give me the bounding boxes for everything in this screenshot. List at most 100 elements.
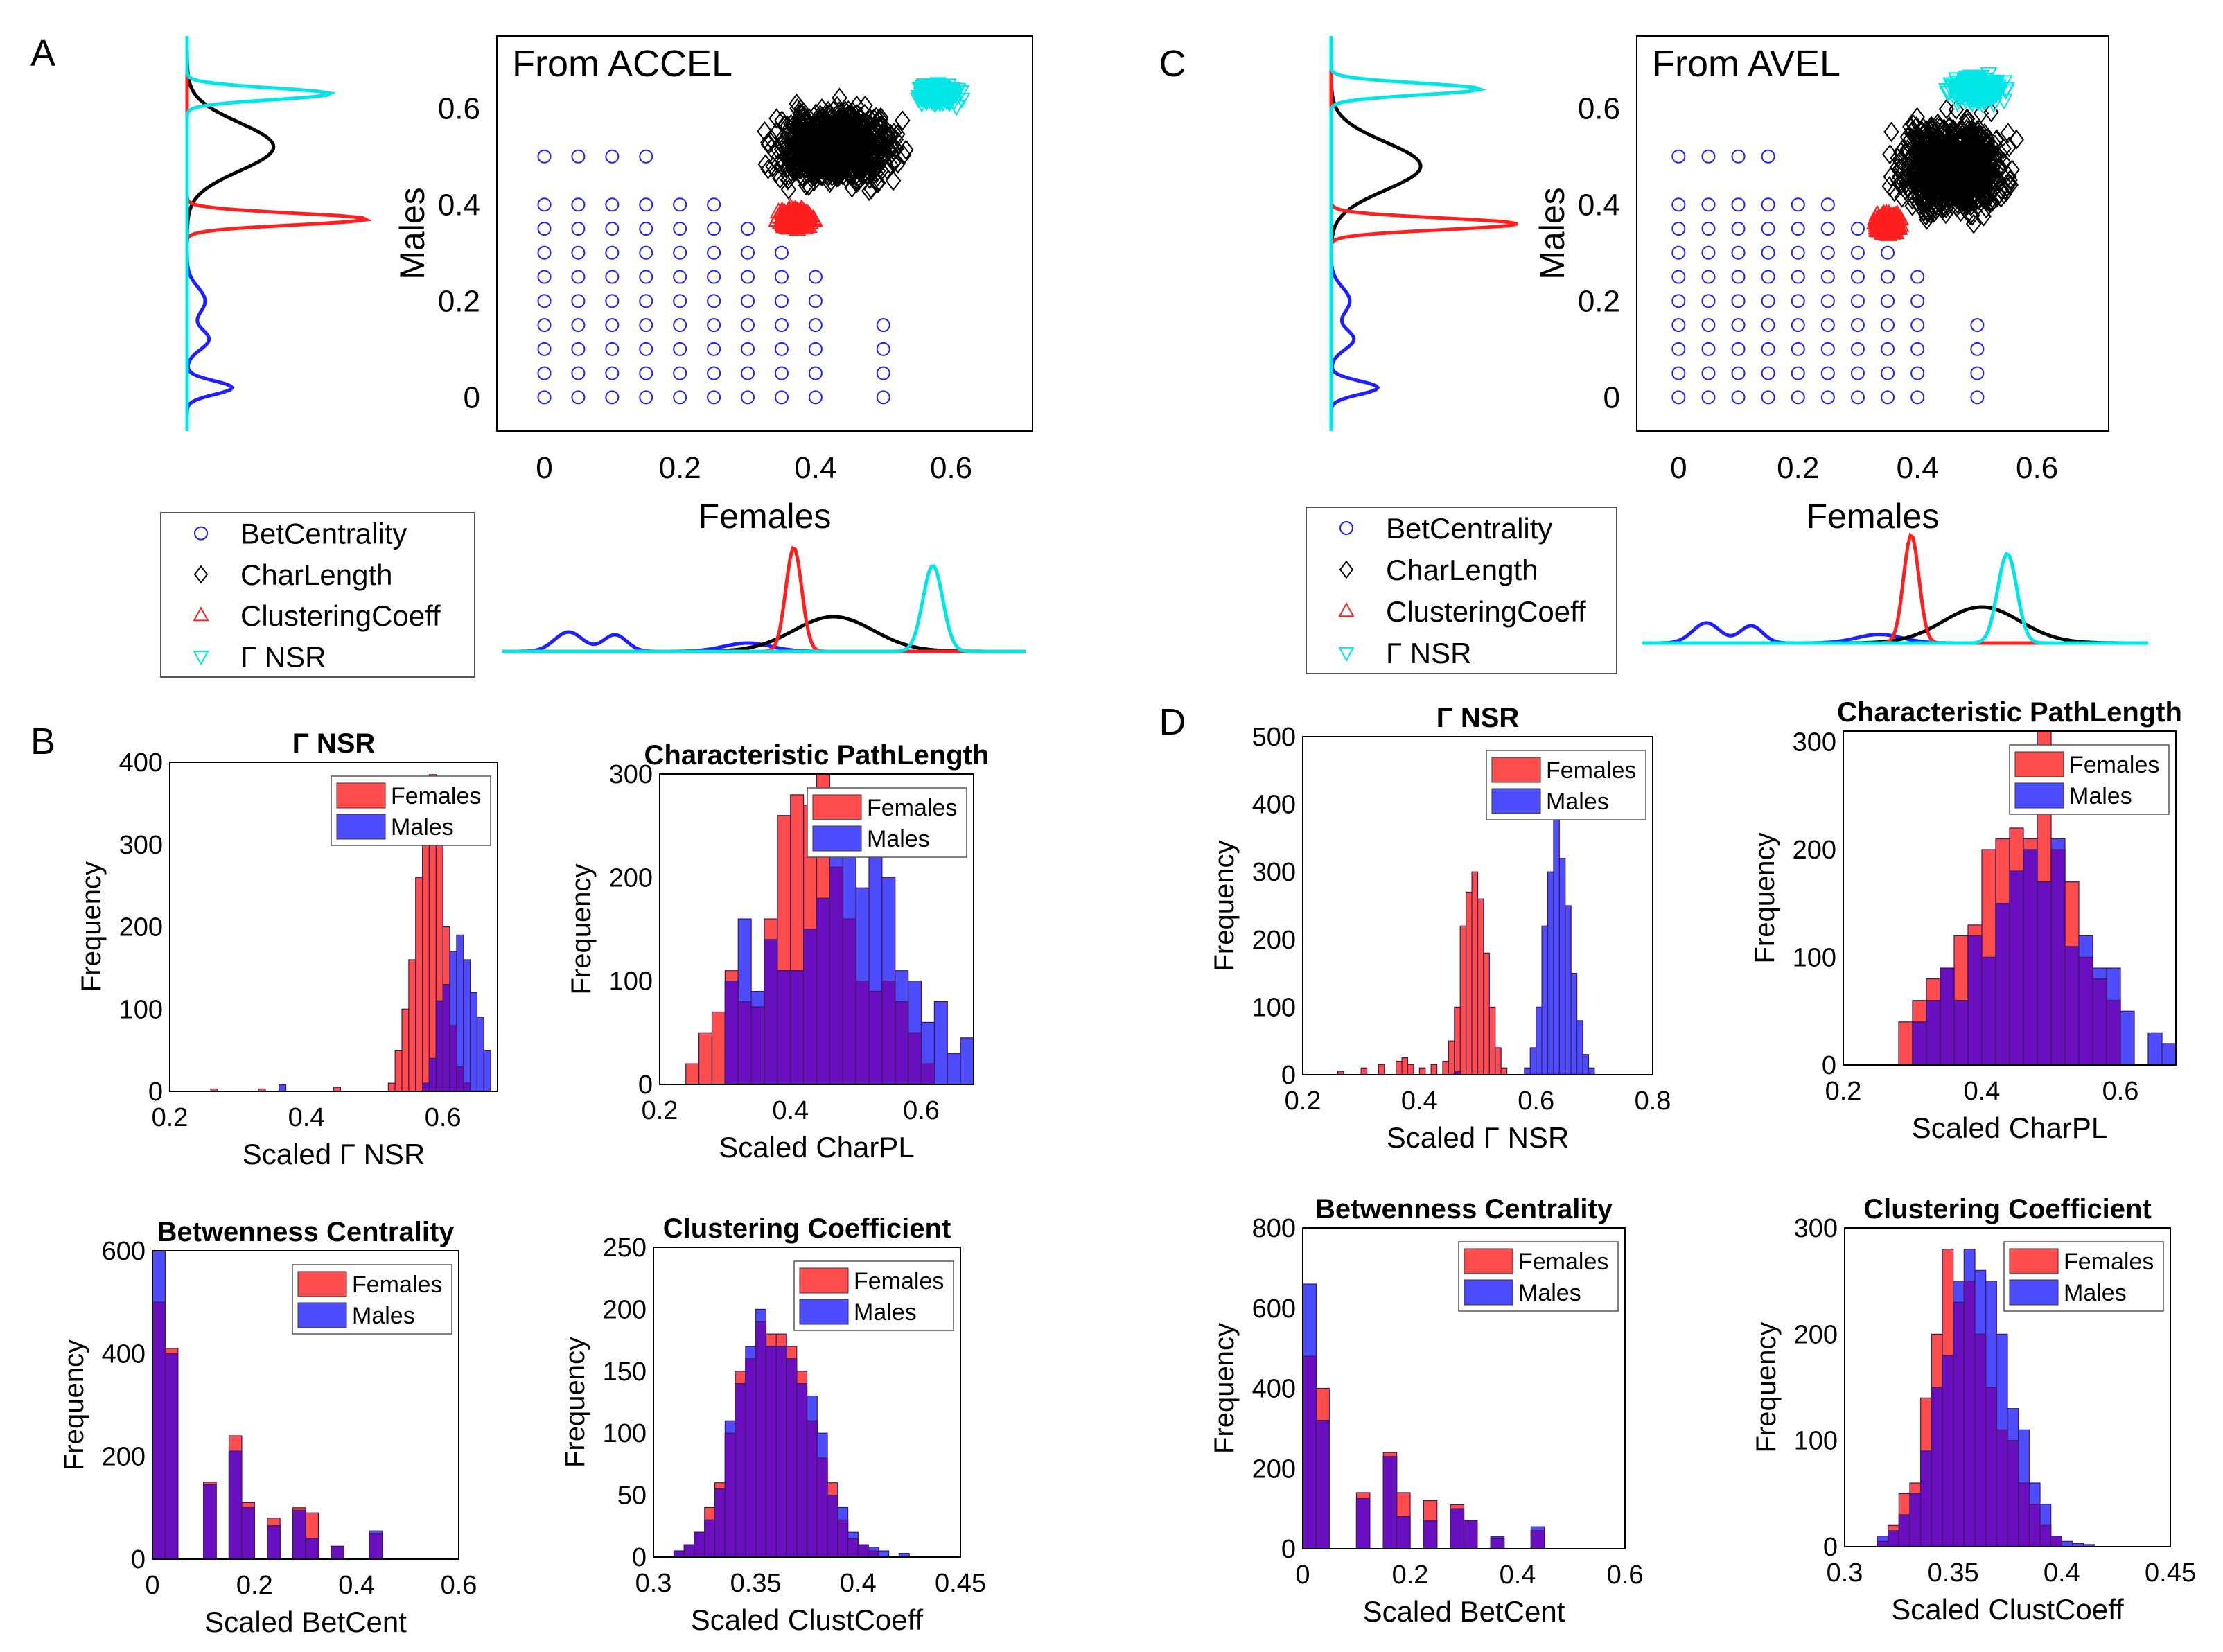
point-charlength [1899,143,1916,164]
bar-overlap [704,1519,716,1558]
legend-marker [1339,521,1353,535]
panel-letter-d: D [1159,701,1186,743]
point-charlength [842,106,858,128]
legend-label: Females [352,1272,442,1298]
scatter-panel-a: 0 0 0.2 0.2 0.4 0.4 0.6 0.6 Females Males From ACC… [160,35,1033,678]
y-tick-label: 100 [1794,1427,1838,1456]
point-betcentrality [741,390,755,405]
point-betcentrality [1671,342,1686,356]
scatter-points [1671,67,2025,405]
point-betcentrality [571,270,586,284]
point-charlength [798,125,815,146]
legend-swatch-males [812,825,862,852]
point-betcentrality [1881,294,1895,308]
bar-males [933,1001,948,1085]
point-clusteringcoeff [780,211,798,228]
legend-marker [1338,647,1355,662]
x-tick-label: 0 [1670,451,1687,485]
point-nsr [1942,77,1960,94]
bar-overlap [2023,849,2038,1066]
point-charlength [793,139,810,160]
point-nsr [1972,85,1990,102]
point-betcentrality [774,245,789,260]
point-betcentrality [707,294,721,308]
x-tick-label: 0.2 [1825,1077,1862,1106]
point-betcentrality [1820,366,1835,380]
y-axis-label: Frequency [560,1337,590,1468]
legend-label: Females [2064,1249,2154,1275]
point-betcentrality [605,390,620,405]
point-betcentrality [1761,222,1775,236]
point-charlength [1931,168,1948,189]
bar-overlap [164,1353,179,1560]
y-axis-label: Frequency [59,1339,89,1470]
y-tick-label: 400 [1252,1375,1296,1404]
point-betcentrality [571,222,586,236]
point-betcentrality [1701,366,1716,380]
point-charlength [1910,146,1926,166]
bar-females [1466,891,1473,1075]
marginal-curve-right [185,36,372,431]
point-betcentrality [571,294,586,308]
y-tick-label: 0 [1281,1535,1296,1564]
point-charlength [851,118,868,139]
legend-swatch-males [336,814,386,840]
x-tick-label: 0.6 [2102,1077,2139,1106]
histogram-b4: 0.3 0.35 0.4 0.45 0 50 100 150 200 250 Clustering … [560,1213,986,1636]
bar-overlap [1877,1540,1889,1547]
point-charlength [867,169,883,191]
bar-overlap [203,1484,217,1560]
bar-males [1553,783,1560,1075]
point-nsr [1984,81,2003,98]
bar-overlap [1926,1000,1941,1066]
legend-swatch-females [1464,1248,1513,1274]
bar-overlap [1920,1450,1932,1547]
x-tick-label: 0.2 [236,1571,273,1600]
point-charlength [885,170,902,191]
point-charlength [1960,120,1977,141]
histogram-bars [1337,783,1595,1075]
bar-overlap [790,970,805,1085]
legend-label: ClusteringCoeff [1386,595,1586,628]
x-tick-label: 0.3 [635,1569,672,1598]
bar-overlap [803,929,818,1085]
point-charlength [1976,206,1992,227]
point-betcentrality [808,390,823,405]
point-charlength [804,143,820,164]
bar-females [394,1050,403,1092]
point-betcentrality [605,245,620,260]
bar-overlap [1985,1387,1997,1547]
x-tick-label: 0.2 [1777,451,1819,485]
bar-males [2120,1010,2135,1066]
point-betcentrality [537,222,552,236]
point-betcentrality [707,270,721,284]
point-betcentrality [673,245,687,260]
y-tick-label: 0 [1603,380,1620,414]
point-charlength [2000,123,2016,143]
y-tick-label: 400 [119,748,163,777]
bar-overlap [745,1358,757,1558]
y-tick-label: 0.4 [1578,188,1620,222]
panel-letter-b: B [30,721,55,762]
legend-label: Females [867,795,957,821]
y-axis-label: Frequency [1751,1322,1782,1453]
point-betcentrality [571,197,586,212]
x-tick-label: 0.4 [2044,1558,2080,1588]
point-betcentrality [1881,270,1895,284]
point-betcentrality [1671,197,1686,212]
bar-females [408,959,416,1092]
y-tick-label: 0.6 [1578,91,1620,125]
point-betcentrality [537,366,552,380]
marginal-right [185,36,372,431]
bar-females [1396,1060,1403,1075]
y-tick-label: 50 [617,1482,647,1511]
point-betcentrality [1671,149,1686,164]
point-charlength [1923,173,1940,193]
point-betcentrality [741,318,755,333]
point-charlength [1919,191,1936,212]
y-axis-label: Frequency [76,861,107,992]
bar-overlap [1942,1355,1954,1547]
x-tick-label: 0.6 [425,1103,462,1132]
legend-swatch-females [812,794,862,820]
